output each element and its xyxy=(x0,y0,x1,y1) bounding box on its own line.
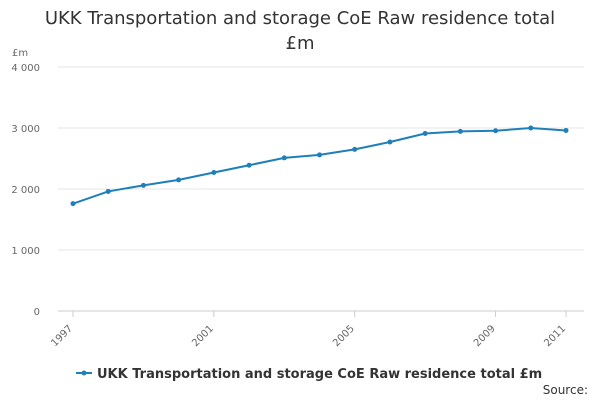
x-tick-label: 2011 xyxy=(542,323,568,349)
data-point[interactable] xyxy=(211,170,217,176)
y-axis-ticks: 0 1 000 2 000 3 000 4 000 xyxy=(11,63,40,318)
y-axis-unit-label: £m xyxy=(12,48,28,59)
data-point[interactable] xyxy=(563,127,569,133)
data-point[interactable] xyxy=(140,182,146,188)
data-point[interactable] xyxy=(387,139,393,145)
series-line xyxy=(72,127,567,205)
gridlines xyxy=(58,66,584,312)
data-point[interactable] xyxy=(457,128,463,134)
legend-marker xyxy=(81,370,87,376)
x-axis-ticks: 1997 2001 2005 2009 2011 xyxy=(49,311,568,349)
data-point[interactable] xyxy=(246,162,252,168)
data-point[interactable] xyxy=(281,155,287,161)
x-tick-label: 2005 xyxy=(331,323,357,349)
data-point[interactable] xyxy=(70,201,76,207)
y-tick-label: 2 000 xyxy=(11,185,40,196)
series-group xyxy=(70,125,569,207)
data-point[interactable] xyxy=(176,177,182,183)
data-point[interactable] xyxy=(352,146,358,152)
y-tick-label: 1 000 xyxy=(11,246,40,257)
data-point[interactable] xyxy=(493,128,499,134)
data-point[interactable] xyxy=(317,152,322,158)
data-point[interactable] xyxy=(105,188,111,194)
x-tick-label: 2001 xyxy=(190,323,216,349)
y-tick-label: 3 000 xyxy=(11,124,40,135)
y-tick-label: 4 000 xyxy=(11,63,40,74)
legend[interactable]: UKK Transportation and storage CoE Raw r… xyxy=(76,367,542,382)
data-point[interactable] xyxy=(422,130,428,136)
chart-title: UKK Transportation and storage CoE Raw r… xyxy=(44,8,556,54)
data-point[interactable] xyxy=(528,125,534,131)
y-tick-label: 0 xyxy=(34,307,40,318)
source-label: Source: xyxy=(543,383,588,397)
x-tick-label: 2009 xyxy=(472,323,498,349)
x-tick-label: 1997 xyxy=(49,323,75,349)
legend-label: UKK Transportation and storage CoE Raw r… xyxy=(97,367,542,382)
